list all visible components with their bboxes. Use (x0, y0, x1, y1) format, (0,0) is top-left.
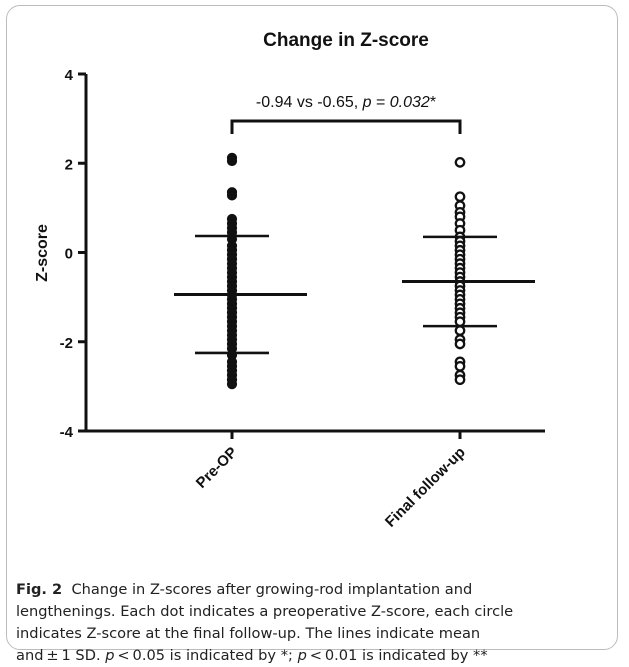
caption-p-1: p (105, 647, 115, 664)
followup-circle (454, 191, 466, 203)
bracket-line (230, 119, 462, 134)
followup-circle (454, 338, 466, 350)
x-ticks: Pre-OP Final follow-up (193, 431, 469, 531)
y-ticks: -4 -2 0 2 4 (60, 67, 86, 441)
axes (84, 74, 545, 433)
caption-line-1: Change in Z-scores after growing-rod imp… (71, 581, 473, 598)
caption-line-4c: < 0.01 is indicated by ** (306, 647, 488, 664)
annotation-means: -0.94 vs -0.65, (256, 94, 363, 111)
annotation-star: * (430, 94, 436, 111)
chart-title: Change in Z-score (263, 30, 429, 51)
data-points (226, 152, 466, 390)
figure-caption: Fig. 2 Change in Z-scores after growing-… (16, 579, 616, 667)
caption-p-2: p (297, 647, 307, 664)
followup-circle (454, 157, 466, 168)
annotation-p-value: 0.032 (390, 94, 430, 111)
significance-bracket: -0.94 vs -0.65, p = 0.032* (230, 94, 462, 134)
followup-circle (454, 325, 466, 336)
followup-circle (454, 316, 466, 328)
y-axis-label: Z-score (34, 224, 51, 282)
followup-circle (454, 374, 466, 386)
preop-dot (226, 155, 238, 167)
followup-circle (454, 360, 466, 372)
annotation-p-label: p (362, 94, 372, 111)
preop-dot (226, 379, 238, 390)
comparison-annotation: -0.94 vs -0.65, p = 0.032* (256, 94, 436, 111)
y-tick-label: -4 (60, 424, 74, 441)
x-tick-label: Pre-OP (193, 444, 241, 492)
caption-line-4a: and ± 1 SD. (16, 647, 106, 664)
y-tick-label: 0 (65, 246, 73, 263)
preop-dot (226, 190, 238, 201)
y-tick-label: -2 (60, 335, 73, 352)
caption-line-2: lengthenings. Each dot indicates a preop… (16, 603, 514, 620)
caption-line-4b: < 0.05 is indicated by *; (114, 647, 298, 664)
y-tick-label: 4 (65, 67, 74, 84)
caption-fig-label: Fig. 2 (16, 581, 63, 598)
x-tick-label: Final follow-up (382, 444, 469, 531)
annotation-equals: = (372, 94, 390, 111)
figure-frame (6, 5, 618, 650)
mean-sd-lines (174, 234, 535, 355)
z-score-chart: Change in Z-score Z-score -4 -2 0 2 4 Pre-OP… (34, 30, 545, 531)
caption-line-3: indicates Z-score at the final follow-up… (16, 625, 481, 642)
y-tick-label: 2 (65, 156, 73, 173)
